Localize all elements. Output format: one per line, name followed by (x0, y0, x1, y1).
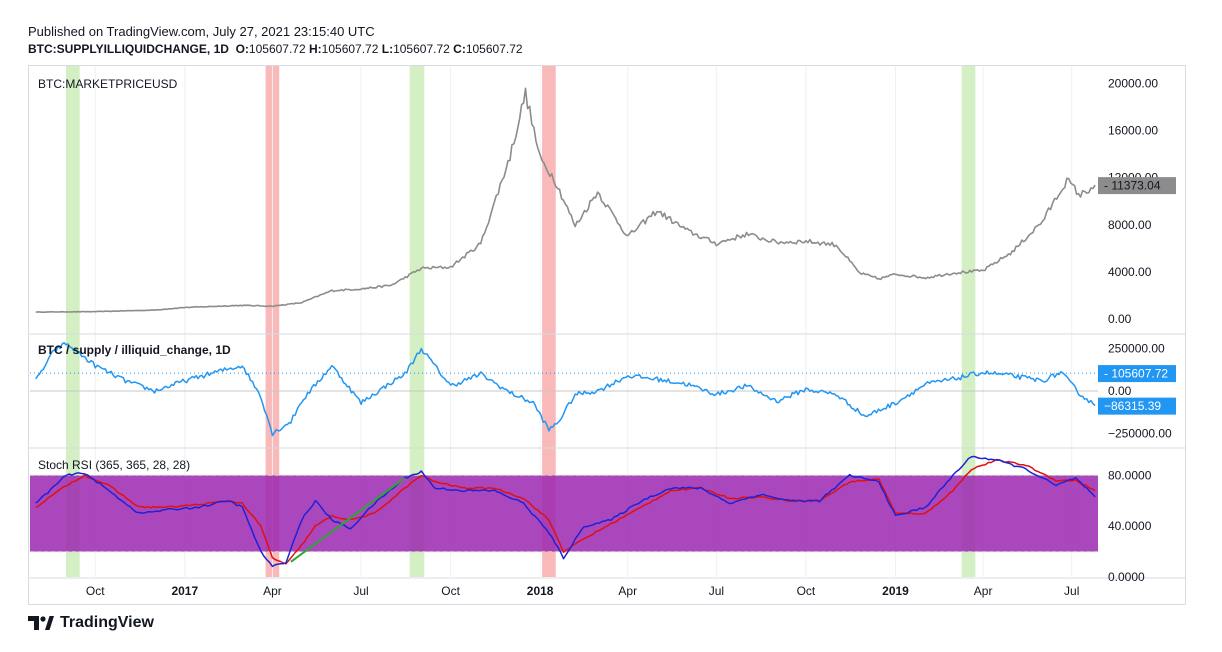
chart-frame (28, 65, 1186, 605)
price-series-line (35, 87, 1096, 313)
time-axis-tick-label: Jul (1064, 584, 1079, 598)
green-highlight-band (409, 66, 425, 577)
low-label: L: (381, 42, 394, 56)
supply-second-value-tag-bg (1098, 397, 1176, 415)
rsi-axis-tick-label: 80.0000 (1108, 468, 1152, 482)
time-axis-tick-label: Jul (709, 584, 724, 598)
close-value: 105607.72 (465, 42, 523, 56)
symbol-label[interactable]: BTC:SUPPLYILLIQUIDCHANGE, 1D (28, 42, 229, 56)
price-last-value-tag-bg (1098, 177, 1176, 195)
green-highlight-band (66, 66, 80, 577)
rsi-axis-tick-label: 0.0000 (1108, 570, 1145, 584)
rsi-axis-tick-label: 40.0000 (1108, 519, 1152, 533)
time-axis-tick-label: 2018 (527, 584, 554, 598)
low-value: 105607.72 (393, 42, 450, 56)
price-pane-title: BTC:MARKETPRICEUSD (38, 77, 178, 91)
price-last-value-tag: - 11373.04 (1104, 179, 1161, 193)
time-axis-tick-label: Oct (86, 584, 105, 598)
supply-change-series-line (35, 342, 1096, 437)
time-axis-tick-label: Jul (353, 584, 368, 598)
time-axis-tick-label: Oct (441, 584, 460, 598)
time-axis-tick-label: 2017 (171, 584, 198, 598)
tradingview-logo-icon (28, 616, 54, 630)
supply-last-value-tag-bg (1098, 365, 1176, 383)
high-label: H: (309, 42, 322, 56)
supply-axis-tick-label: −250000.00 (1108, 426, 1172, 440)
red-highlight-band (542, 66, 556, 577)
tradingview-logo[interactable]: TradingView (28, 614, 154, 632)
rsi-band-background (30, 475, 1098, 552)
rsi-pane-title: Stoch RSI (365, 365, 28, 28) (38, 458, 190, 472)
supply-second-value-tag: −86315.39 (1104, 399, 1161, 413)
supply-axis-tick-label: 0.00 (1108, 384, 1132, 398)
supply-last-value-tag: - 105607.72 (1104, 367, 1168, 381)
price-axis-tick-label: 16000.00 (1108, 124, 1158, 138)
green-highlight-band (961, 66, 976, 577)
price-axis-tick-label: 20000.00 (1108, 77, 1158, 91)
price-axis-tick-label: 8000.00 (1108, 218, 1152, 232)
tradingview-brand: TradingView (60, 614, 154, 631)
time-axis-tick-label: 2019 (882, 584, 909, 598)
time-axis-tick-label: Apr (974, 584, 993, 598)
published-note: Published on TradingView.com, July 27, 2… (28, 24, 375, 39)
time-axis-tick-label: Oct (797, 584, 816, 598)
open-label: O: (235, 42, 249, 56)
time-axis-tick-label: Apr (618, 584, 637, 598)
high-value: 105607.72 (321, 42, 379, 56)
supply-axis-tick-label: 250000.00 (1108, 342, 1165, 356)
symbol-ohlc-line: BTC:SUPPLYILLIQUIDCHANGE, 1D O:105607.72… (28, 42, 523, 56)
open-value: 105607.72 (248, 42, 306, 56)
price-axis-tick-label: 0.00 (1108, 312, 1132, 326)
price-axis-tick-label: 4000.00 (1108, 265, 1152, 279)
close-label: C: (453, 42, 466, 56)
time-axis-tick-label: Apr (263, 584, 282, 598)
supply-pane-title: BTC / supply / illiquid_change, 1D (38, 343, 231, 357)
trend-line-drawing (290, 477, 406, 563)
stoch-rsi-k-line (35, 455, 1096, 568)
